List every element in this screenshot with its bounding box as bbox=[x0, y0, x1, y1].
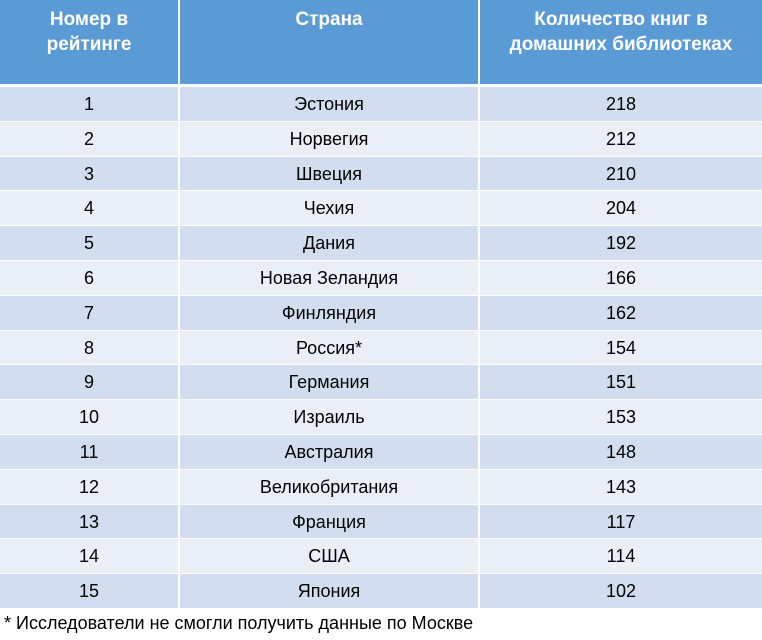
table-row: 8 Россия* 154 bbox=[0, 330, 762, 366]
books-count-cell: 153 bbox=[478, 400, 762, 434]
table-row: 15 Япония 102 bbox=[0, 574, 762, 609]
books-count-cell: 204 bbox=[478, 191, 762, 226]
rank-cell: 10 bbox=[78, 407, 100, 428]
rank-cell: 13 bbox=[78, 511, 100, 532]
books-count-cell: 192 bbox=[478, 226, 762, 260]
table-row: 5 Дания 192 bbox=[0, 226, 762, 261]
header-country-line-1: Страна bbox=[295, 9, 363, 30]
country-cell: Германия bbox=[178, 365, 478, 400]
table-row: 3 Швеция 210 bbox=[0, 156, 762, 192]
table-header: Номер в рейтинге Страна Количество книг … bbox=[0, 0, 762, 87]
country-cell: Франция bbox=[178, 504, 478, 539]
table-row: 11 Австралия 148 bbox=[0, 434, 762, 470]
footnote: * Исследователи не смогли получить данны… bbox=[4, 613, 474, 633]
country-cell: Швеция bbox=[178, 156, 478, 191]
books-count-cell: 114 bbox=[478, 539, 762, 574]
table-row: 10 Израиль 153 bbox=[0, 400, 762, 435]
header-books-count: Количество книг в домашних библиотеках bbox=[478, 0, 762, 84]
ranking-table: Номер в рейтинге Страна Количество книг … bbox=[0, 0, 762, 609]
table-body: 1 Эстония 218 2 Норвегия 212 3 Швеция 210 4 Чехия 2… bbox=[0, 87, 762, 609]
table-row: 9 Германия 151 bbox=[0, 365, 762, 401]
country-cell: Эстония bbox=[178, 87, 478, 121]
country-cell: США bbox=[178, 539, 478, 574]
table-row: 12 Великобритания 143 bbox=[0, 469, 762, 505]
header-rank-line-1: Номер в bbox=[49, 9, 129, 30]
country-cell: Австралия bbox=[178, 434, 478, 469]
table-row: 6 Новая Зеландия 166 bbox=[0, 260, 762, 296]
rank-cell: 11 bbox=[79, 441, 99, 462]
rank-cell: 12 bbox=[78, 476, 100, 497]
rank-cell: 1 bbox=[83, 94, 94, 114]
country-cell: Чехия bbox=[178, 191, 478, 226]
country-cell: Россия* bbox=[178, 330, 478, 365]
rank-cell: 9 bbox=[83, 372, 94, 393]
rank-cell: 5 bbox=[83, 233, 94, 254]
table-row: 14 США 114 bbox=[0, 539, 762, 575]
books-count-cell: 143 bbox=[478, 469, 762, 504]
header-rank: Номер в рейтинге bbox=[0, 0, 178, 84]
books-count-cell: 148 bbox=[478, 434, 762, 469]
country-cell: Израиль bbox=[178, 400, 478, 434]
header-books-line-2: домашних библиотеках bbox=[509, 34, 733, 55]
table-row: 2 Норвегия 212 bbox=[0, 121, 762, 157]
books-count-cell: 162 bbox=[478, 295, 762, 330]
country-cell: Норвегия bbox=[178, 121, 478, 156]
header-books-line-1: Количество книг в bbox=[534, 9, 708, 30]
table-row: 13 Франция 117 bbox=[0, 504, 762, 540]
country-cell: Дания bbox=[178, 226, 478, 260]
books-count-cell: 166 bbox=[478, 260, 762, 295]
books-count-cell: 154 bbox=[478, 330, 762, 365]
table-row: 7 Финляндия 162 bbox=[0, 295, 762, 331]
rank-cell: 7 bbox=[83, 302, 94, 323]
books-count-cell: 151 bbox=[478, 365, 762, 400]
rank-cell: 2 bbox=[83, 128, 94, 149]
header-country: Страна bbox=[178, 0, 478, 84]
table-row: 1 Эстония 218 bbox=[0, 87, 762, 122]
country-cell: Финляндия bbox=[178, 295, 478, 330]
rank-cell: 14 bbox=[78, 546, 100, 567]
header-rank-line-2: рейтинге bbox=[46, 34, 132, 55]
rank-cell: 4 bbox=[83, 198, 94, 219]
books-count-cell: 218 bbox=[478, 87, 762, 121]
rank-cell: 6 bbox=[83, 267, 94, 288]
rank-cell: 3 bbox=[83, 163, 94, 184]
country-cell: Япония bbox=[178, 574, 478, 608]
books-count-cell: 210 bbox=[478, 156, 762, 191]
country-cell: Великобритания bbox=[178, 469, 478, 504]
rank-cell: 8 bbox=[83, 337, 94, 358]
table-row: 4 Чехия 204 bbox=[0, 191, 762, 227]
books-count-cell: 212 bbox=[478, 121, 762, 156]
books-count-cell: 102 bbox=[478, 574, 762, 608]
rank-cell: 15 bbox=[78, 581, 100, 602]
books-count-cell: 117 bbox=[478, 504, 762, 539]
country-cell: Новая Зеландия bbox=[178, 260, 478, 295]
